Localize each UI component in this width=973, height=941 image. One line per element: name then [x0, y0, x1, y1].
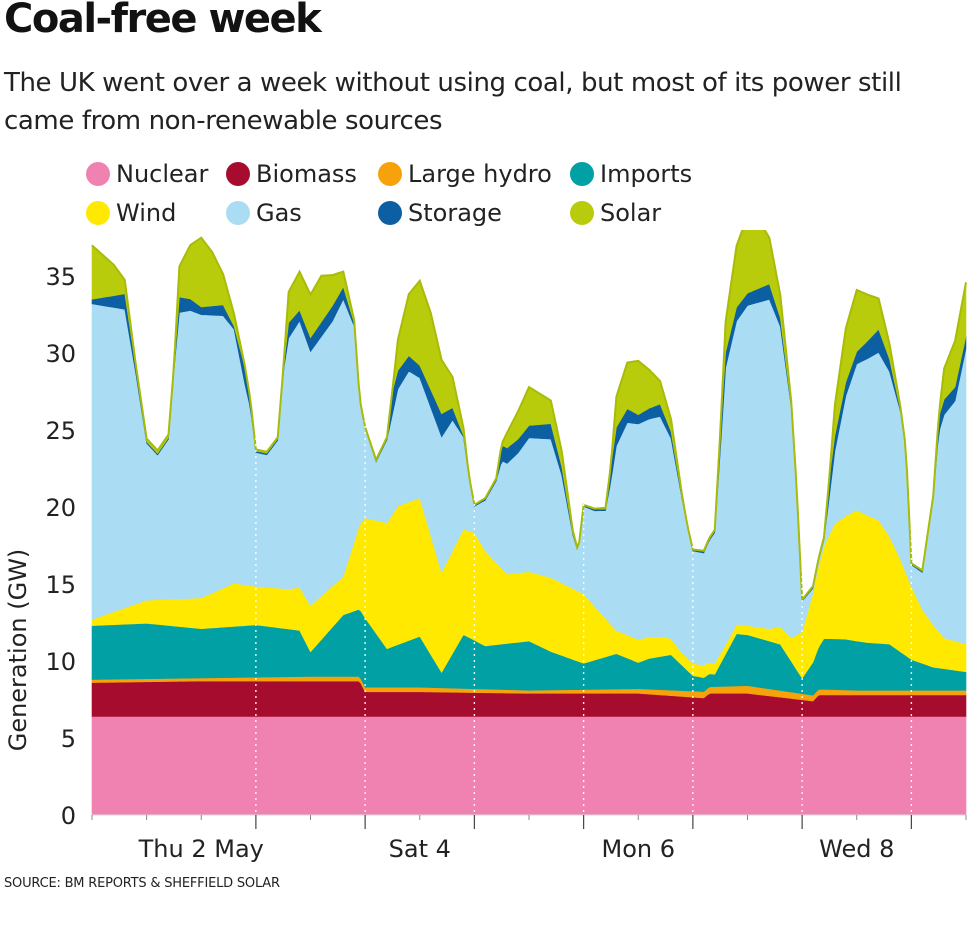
- x-tick-label-0: Thu 2 May: [138, 835, 264, 863]
- legend-swatch-large-hydro: [378, 162, 402, 186]
- legend-item-solar: Solar: [570, 199, 661, 227]
- y-tick-label-30: 30: [45, 340, 76, 368]
- legend-item-biomass: Biomass: [226, 160, 357, 188]
- legend-label-nuclear: Nuclear: [116, 160, 209, 188]
- y-tick-label-25: 25: [45, 417, 76, 445]
- legend-label-gas: Gas: [256, 199, 302, 227]
- x-axis: Thu 2 May Sat 4 Mon 6 Wed 8: [91, 814, 967, 863]
- total-outline: [91, 230, 967, 603]
- y-tick-label-10: 10: [45, 648, 76, 676]
- legend-swatch-nuclear: [86, 162, 110, 186]
- legend-item-gas: Gas: [226, 199, 302, 227]
- legend-item-storage: Storage: [378, 199, 502, 227]
- legend-swatch-solar: [570, 201, 594, 225]
- y-tick-label-0: 0: [61, 802, 76, 830]
- legend-item-imports: Imports: [570, 160, 692, 188]
- legend-swatch-wind: [86, 201, 110, 225]
- legend-item-wind: Wind: [86, 199, 176, 227]
- legend-label-wind: Wind: [116, 199, 177, 227]
- legend-label-large-hydro: Large hydro: [408, 160, 552, 188]
- stacked-areas: [91, 230, 967, 816]
- legend-swatch-gas: [226, 201, 250, 225]
- area-nuclear: [91, 716, 967, 816]
- x-tick-label-2: Mon 6: [602, 835, 676, 863]
- legend-swatch-storage: [378, 201, 402, 225]
- source-note: SOURCE: BM REPORTS & SHEFFIELD SOLAR: [4, 876, 280, 891]
- legend-label-storage: Storage: [408, 199, 502, 227]
- chart-subtitle: The UK went over a week without using co…: [4, 68, 902, 136]
- y-tick-label-5: 5: [61, 725, 76, 753]
- chart-title: Coal-free week: [4, 0, 322, 42]
- y-tick-label-20: 20: [45, 494, 76, 522]
- legend-swatch-biomass: [226, 162, 250, 186]
- y-axis: 0 5 10 15 20 25 30 35: [45, 263, 76, 830]
- x-tick-label-1: Sat 4: [389, 835, 451, 863]
- legend-label-solar: Solar: [600, 199, 662, 227]
- legend-item-nuclear: Nuclear: [86, 160, 208, 188]
- y-tick-label-15: 15: [45, 571, 76, 599]
- legend-swatch-imports: [570, 162, 594, 186]
- y-axis-label: Generation (GW): [4, 549, 32, 752]
- x-tick-label-3: Wed 8: [819, 835, 894, 863]
- legend-label-imports: Imports: [600, 160, 693, 188]
- legend-label-biomass: Biomass: [256, 160, 357, 188]
- legend-item-large-hydro: Large hydro: [378, 160, 552, 188]
- y-tick-label-35: 35: [45, 263, 76, 291]
